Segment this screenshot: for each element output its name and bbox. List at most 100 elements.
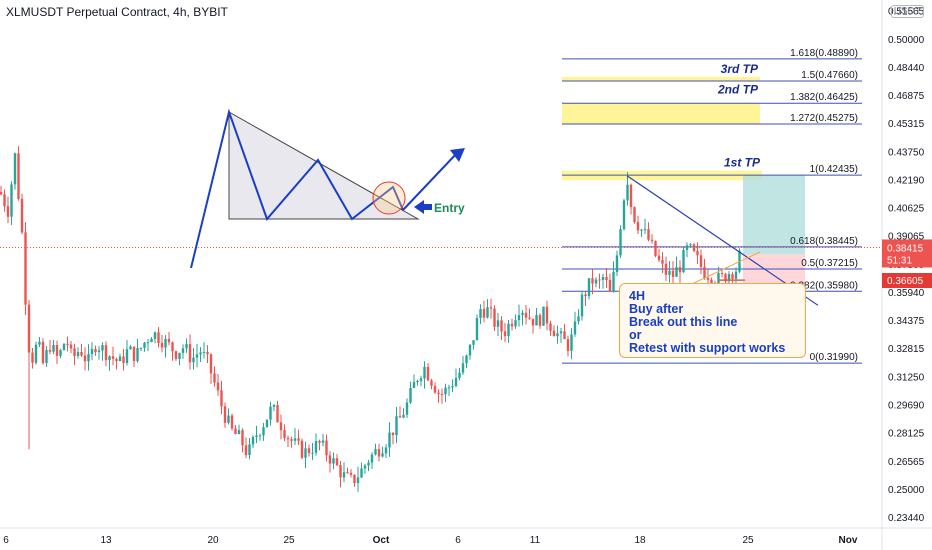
candle-body [451, 386, 454, 388]
candle-body [139, 347, 143, 349]
candle-body [48, 349, 52, 352]
candle-body [213, 373, 216, 383]
candle-body [293, 438, 297, 441]
candle-body [202, 351, 206, 353]
candle-body [181, 348, 185, 353]
candle-body [370, 454, 374, 463]
candle-body [682, 249, 685, 273]
candle-body [276, 405, 279, 423]
time-tick-label: 20 [207, 535, 219, 546]
candle-body [0, 191, 3, 195]
candle-body [125, 349, 129, 364]
candle-body [398, 416, 402, 418]
candle-body [731, 274, 734, 279]
candle-body [608, 279, 612, 292]
candle-body [591, 278, 594, 284]
fib-level-label: 0.618(0.38445) [790, 236, 858, 247]
candle-body [283, 430, 286, 439]
candle-body [290, 439, 293, 441]
candle-body [703, 266, 706, 279]
candle-body [27, 304, 31, 353]
candle-body [475, 318, 479, 341]
candle-body [234, 428, 237, 435]
candle-body [654, 241, 657, 256]
candle-body [489, 307, 493, 309]
candle-body [10, 184, 13, 217]
candle-body [482, 309, 486, 318]
fib-level-label: 1.382(0.46425) [790, 92, 858, 103]
candle-body [622, 200, 626, 230]
tp2-zone [562, 103, 760, 124]
level-price-badge [882, 273, 932, 289]
candle-body [265, 419, 269, 428]
candle-body [507, 323, 510, 337]
candle-body [689, 244, 692, 246]
note-line-breakout: Break out this line [629, 315, 738, 329]
candle-body [80, 352, 83, 356]
candle-body [423, 366, 426, 379]
candle-body [332, 458, 335, 464]
candle-body [342, 472, 346, 478]
tp3-zone [562, 76, 760, 82]
candle-body [328, 455, 332, 464]
candle-body [237, 430, 241, 435]
price-tick-label: 0.35940 [888, 288, 925, 299]
candle-body [223, 406, 227, 423]
candle-body [552, 330, 556, 337]
candle-body [605, 277, 608, 280]
candle-body [647, 229, 650, 240]
note-text: 4H Buy after Break out this line or Rete… [629, 290, 785, 355]
candle-body [657, 255, 661, 260]
last-price-badge [882, 239, 932, 268]
candle-body [584, 294, 587, 297]
candle-body [111, 356, 115, 359]
time-tick-label: 25 [742, 535, 754, 546]
candle-body [34, 344, 38, 363]
note-line-buy: Buy after [629, 302, 684, 316]
candle-body [521, 312, 524, 316]
candle-body [416, 380, 419, 383]
entry-arrow [414, 200, 432, 214]
candle-body [391, 432, 395, 436]
candle-body [297, 438, 300, 441]
candle-body [195, 354, 199, 358]
fib-level-label: 1.618(0.48890) [790, 48, 858, 59]
candle-body [444, 387, 447, 395]
candle-body [573, 321, 577, 335]
candle-body [108, 356, 111, 361]
time-tick-label: 6 [3, 535, 9, 546]
price-tick-label: 0.50000 [888, 35, 925, 46]
candle-body [115, 358, 118, 362]
candle-body [353, 474, 356, 484]
candle-body [143, 342, 146, 348]
candle-body [437, 392, 440, 395]
candle-body [87, 354, 90, 362]
candle-body [594, 279, 598, 284]
candle-body [55, 344, 59, 356]
candle-body [556, 333, 559, 337]
candle-body [41, 341, 45, 364]
candle-body [314, 441, 318, 453]
candle-body [545, 306, 549, 324]
candle-body [447, 387, 451, 389]
candle-body [286, 438, 290, 440]
candle-body [402, 414, 405, 418]
note-line-timeframe: 4H [629, 289, 645, 303]
candle-body [251, 437, 255, 445]
candle-body [570, 334, 573, 351]
candle-body [129, 346, 132, 350]
candle-body [13, 153, 17, 185]
candle-body [192, 357, 195, 363]
candle-body [167, 338, 171, 343]
candle-body [671, 270, 675, 277]
candle-body [335, 458, 339, 466]
fib-level-label: 1(0.42435) [810, 164, 858, 175]
candle-body [178, 352, 181, 359]
candle-body [199, 352, 202, 355]
candle-body [650, 239, 654, 242]
candle-body [629, 184, 633, 208]
candle-body [171, 342, 174, 352]
candle-body [500, 320, 503, 332]
candle-body [304, 448, 307, 458]
